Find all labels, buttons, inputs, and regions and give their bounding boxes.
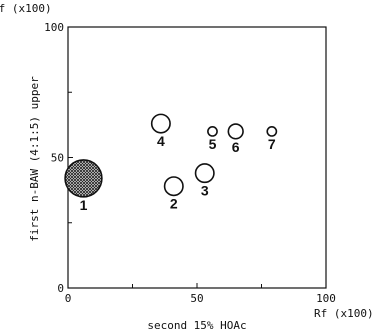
plot-frame [67, 26, 327, 289]
spot-label-6: 6 [232, 139, 240, 155]
x-axis-unit-label: Rf (x100) [314, 307, 374, 320]
spot-label-5: 5 [209, 136, 217, 152]
spot-label-3: 3 [201, 182, 209, 198]
y-axis-title: first n-BAW (4:1:5) upper [28, 76, 41, 242]
spot-2 [163, 176, 184, 197]
data-points: 1 2 3 4 5 6 7 [64, 113, 278, 213]
x-tick-label: 100 [316, 292, 336, 305]
spot-4 [150, 113, 171, 134]
y-tick-label: 0 [57, 282, 64, 295]
spot-label-1: 1 [80, 197, 88, 213]
y-axis-unit-label: Rf (x100) [0, 2, 52, 15]
spot-label-2: 2 [170, 195, 178, 211]
x-tick-label: 50 [190, 292, 203, 305]
spot-3 [194, 163, 215, 184]
axis-ticks: 0 50 100 0 50 100 [44, 21, 336, 305]
spot-7 [266, 125, 278, 137]
y-tick-label: 100 [44, 21, 64, 34]
y-tick-label: 50 [51, 152, 64, 165]
x-axis-title: second 15% HOAc [147, 319, 246, 332]
spot-5 [207, 125, 218, 137]
spot-label-7: 7 [268, 136, 276, 152]
spot-1 [64, 159, 103, 198]
spot-6 [227, 123, 244, 140]
x-tick-label: 0 [65, 292, 72, 305]
spot-label-4: 4 [157, 133, 165, 149]
